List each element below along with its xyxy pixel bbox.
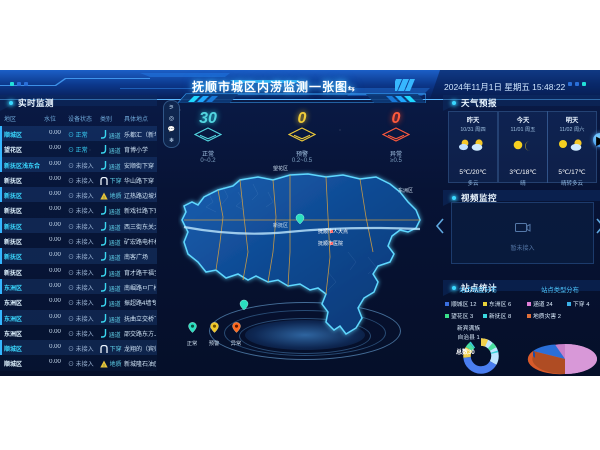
svg-text:!: ! <box>103 363 104 368</box>
svg-text:新抚区: 新抚区 <box>273 222 288 229</box>
svg-text:!: ! <box>103 195 104 200</box>
svg-text:抚顺市人大点: 抚顺市人大点 <box>318 228 348 235</box>
svg-text:东洲区: 东洲区 <box>398 187 413 194</box>
svg-text:抚顺市医院: 抚顺市医院 <box>318 240 343 247</box>
svg-text:望花区: 望花区 <box>273 165 288 172</box>
